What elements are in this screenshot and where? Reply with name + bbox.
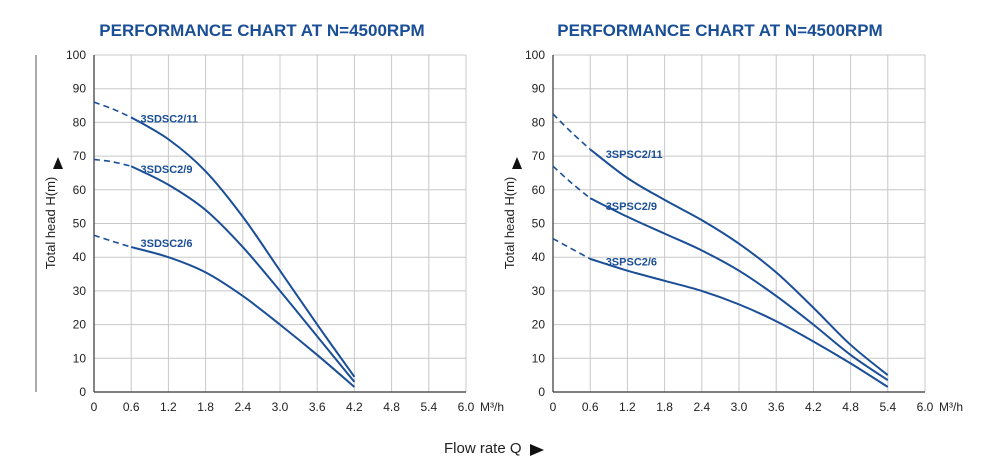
y-tick-label: 90 — [532, 82, 546, 96]
x-tick-label: 4.8 — [383, 400, 400, 414]
series-label: 3SPSC2/6 — [606, 257, 657, 269]
x-tick-label: 1.8 — [197, 400, 214, 414]
x-tick-label: 2.4 — [693, 400, 710, 414]
y-tick-label: 20 — [73, 318, 87, 332]
chart-1: PERFORMANCE CHART AT N=4500RPM 0 10 20 30 40 5… — [43, 21, 504, 414]
x-tick-label: 6.0 — [458, 400, 475, 414]
y-tick-label: 30 — [73, 284, 87, 298]
y-tick-label: 0 — [538, 385, 545, 399]
chart-title: PERFORMANCE CHART AT N=4500RPM — [99, 21, 424, 40]
y-tick-label: 20 — [532, 318, 546, 332]
y-tick-label: 90 — [73, 82, 87, 96]
series-label: 3SDSC2/6 — [141, 238, 193, 250]
series-dashed-line — [93, 101, 132, 119]
y-tick-label: 70 — [532, 149, 546, 163]
series-label: 3SPSC2/11 — [606, 149, 663, 161]
y-axis-label: Total head H(m) — [502, 177, 517, 269]
series-dashed-line — [552, 237, 591, 260]
y-tick-label: 10 — [532, 351, 546, 365]
x-tick-label: 4.2 — [805, 400, 822, 414]
series-label: 3SDSC2/9 — [141, 164, 193, 176]
series-line — [589, 148, 889, 376]
y-tick-label: 40 — [73, 250, 87, 264]
x-tick-label: 6.0 — [917, 400, 934, 414]
x-tick-label: 0.6 — [123, 400, 140, 414]
y-tick-label: 50 — [532, 217, 546, 231]
series-dashed-line — [552, 113, 591, 150]
series-label: 3SPSC2/9 — [606, 201, 657, 213]
series-label: 3SDSC2/11 — [141, 113, 198, 125]
x-tick-label: 1.2 — [619, 400, 636, 414]
y-tick-label: 60 — [73, 183, 87, 197]
chart-2: PERFORMANCE CHART AT N=4500RPM 0 10 20 30 40 5… — [502, 21, 963, 414]
x-tick-label: 2.4 — [234, 400, 251, 414]
x-tick-label: 4.8 — [842, 400, 859, 414]
y-axis-label: Total head H(m) — [43, 177, 58, 269]
y-tick-label: 40 — [532, 250, 546, 264]
x-tick-label: 3.6 — [309, 400, 326, 414]
y-tick-label: 100 — [525, 48, 545, 62]
series-line — [589, 197, 889, 382]
x-tick-label: 0.6 — [582, 400, 599, 414]
x-unit-label: M³/h — [480, 400, 504, 414]
y-tick-label: 30 — [532, 284, 546, 298]
x-tick-label: 4.2 — [346, 400, 363, 414]
y-tick-label: 70 — [73, 149, 87, 163]
series-line — [130, 165, 356, 383]
y-tick-label: 80 — [73, 115, 87, 129]
x-tick-label: 1.2 — [160, 400, 177, 414]
y-tick-label: 80 — [532, 115, 546, 129]
x-tick-label: 5.4 — [420, 400, 437, 414]
series-dashed-line — [552, 165, 591, 199]
y-tick-label: 50 — [73, 217, 87, 231]
x-unit-label: M³/h — [939, 400, 963, 414]
series-dashed-line — [93, 234, 132, 248]
flow-arrow-icon — [530, 444, 544, 456]
x-tick-label: 0 — [550, 400, 557, 414]
y-axis-arrow-icon — [53, 157, 63, 169]
flow-rate-label: Flow rate Q — [444, 440, 522, 457]
x-tick-label: 3.0 — [731, 400, 748, 414]
y-tick-label: 10 — [73, 351, 87, 365]
series-line — [130, 246, 356, 388]
x-tick-label: 5.4 — [879, 400, 896, 414]
x-tick-label: 3.0 — [272, 400, 289, 414]
y-axis-arrow-icon — [512, 157, 522, 169]
y-tick-label: 100 — [66, 48, 86, 62]
x-tick-label: 0 — [91, 400, 98, 414]
chart-title: PERFORMANCE CHART AT N=4500RPM — [557, 21, 882, 40]
y-tick-label: 0 — [79, 385, 86, 399]
x-tick-label: 1.8 — [656, 400, 673, 414]
series-dashed-line — [93, 158, 132, 167]
series-line — [589, 257, 889, 388]
series-line — [130, 116, 356, 378]
y-tick-label: 60 — [532, 183, 546, 197]
x-tick-label: 3.6 — [768, 400, 785, 414]
